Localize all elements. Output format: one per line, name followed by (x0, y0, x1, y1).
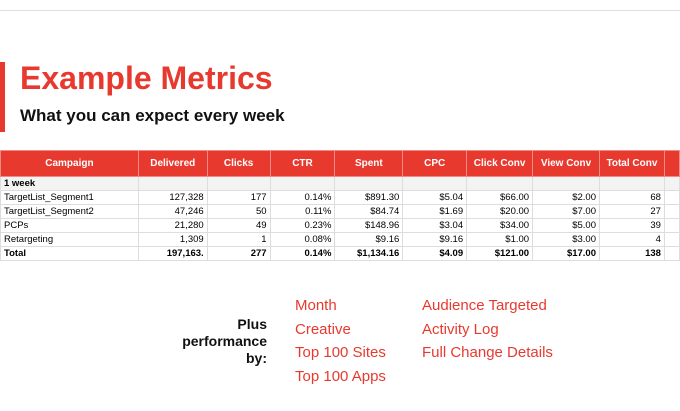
cell: $9.16 (334, 232, 404, 247)
cell: 177 (206, 190, 271, 205)
cell: 127,328 (137, 190, 208, 205)
cell (206, 176, 271, 191)
cell (466, 176, 534, 191)
accent-bar (0, 62, 5, 132)
column-header: Campaign (0, 150, 139, 177)
cell: 49 (206, 218, 271, 233)
cell: 0.23% (269, 218, 336, 233)
cell: 0.11% (269, 204, 336, 219)
title: Example Metrics (20, 60, 273, 96)
cell (269, 176, 336, 191)
cell: $20.00 (466, 204, 534, 219)
data-row: PCPs 21,280 49 0.23% $148.96 $3.04 $34.00 $5.00… (0, 218, 680, 233)
cell (663, 232, 680, 247)
cell: $9.16 (402, 232, 468, 247)
column-header (663, 150, 680, 177)
cell: Total (0, 246, 139, 261)
column-header: Click Conv (466, 150, 534, 177)
cell: $34.00 (466, 218, 534, 233)
cell: 0.08% (269, 232, 336, 247)
cell: $66.00 (466, 190, 534, 205)
cell: 1,309 (137, 232, 208, 247)
cell: $17.00 (532, 246, 600, 261)
cell: 1 (206, 232, 271, 247)
cell: 138 (599, 246, 665, 261)
cell: $1.69 (402, 204, 468, 219)
column-header: Total Conv (599, 150, 665, 177)
list-item: Top 100 Sites (295, 344, 386, 361)
header-row: Campaign Delivered Clicks CTR Spent CPC Click … (0, 150, 680, 177)
column-header: Clicks (206, 150, 271, 177)
metrics-table: Campaign Delivered Clicks CTR Spent CPC Click … (0, 150, 680, 261)
list-left: Month Creative Top 100 Sites Top 100 Apps (295, 294, 386, 388)
cell: $121.00 (466, 246, 534, 261)
cell: 4 (599, 232, 665, 247)
cell: 47,246 (137, 204, 208, 219)
subtitle: What you can expect every week (20, 106, 285, 125)
cell: $7.00 (532, 204, 600, 219)
cell: $2.00 (532, 190, 600, 205)
cell: TargetList_Segment1 (0, 190, 139, 205)
cell (137, 176, 208, 191)
cell: Retargeting (0, 232, 139, 247)
cell: $1.00 (466, 232, 534, 247)
cell: 0.14% (269, 190, 336, 205)
data-row: Retargeting 1,309 1 0.08% $9.16 $9.16 $1.00 $3.… (0, 232, 680, 247)
cell (334, 176, 404, 191)
cell: 68 (599, 190, 665, 205)
cell: 27 (599, 204, 665, 219)
list-item: Creative (295, 320, 351, 338)
cell: $3.04 (402, 218, 468, 233)
list-item: Month (295, 297, 337, 314)
group-label: 1 week (0, 176, 139, 191)
cell: 0.14% (269, 246, 336, 261)
cell (663, 218, 680, 233)
total-row: Total 197,163. 277 0.14% $1,134.16 $4.09 $121.… (0, 246, 680, 261)
cell: 50 (206, 204, 271, 219)
column-header: Spent (334, 150, 404, 177)
column-header: CPC (402, 150, 468, 177)
cell: $148.96 (334, 218, 404, 233)
cell: $5.00 (532, 218, 600, 233)
list-item: Full Change Details (422, 344, 553, 361)
column-header: View Conv (532, 150, 600, 177)
list-right: Audience Targeted Activity Log Full Change… (422, 294, 553, 365)
cell: 197,163. (137, 246, 208, 261)
cell (663, 204, 680, 219)
cell (599, 176, 665, 191)
cell: $1,134.16 (334, 246, 404, 261)
cell: PCPs (0, 218, 139, 233)
cell: $891.30 (334, 190, 404, 205)
list-item: Top 100 Apps (295, 367, 386, 385)
divider (0, 10, 680, 11)
cell (663, 176, 680, 191)
cell: 21,280 (137, 218, 208, 233)
data-row: TargetList_Segment1 127,328 177 0.14% $891.3… (0, 190, 680, 205)
list-item: Activity Log (422, 320, 499, 338)
cell: 39 (599, 218, 665, 233)
cell: $4.09 (402, 246, 468, 261)
cell: TargetList_Segment2 (0, 204, 139, 219)
column-header: CTR (269, 150, 336, 177)
cell: $5.04 (402, 190, 468, 205)
cell (663, 190, 680, 205)
cell: $3.00 (532, 232, 600, 247)
cell: 277 (206, 246, 271, 261)
cell (663, 246, 680, 261)
list-item: Audience Targeted (422, 297, 547, 314)
cell (532, 176, 600, 191)
cell (402, 176, 468, 191)
column-header: Delivered (137, 150, 208, 177)
group-row: 1 week (0, 176, 680, 191)
footer-lead: Plus performance by: (182, 316, 267, 366)
data-row: TargetList_Segment2 47,246 50 0.11% $84.74 $1… (0, 204, 680, 219)
cell: $84.74 (334, 204, 404, 219)
